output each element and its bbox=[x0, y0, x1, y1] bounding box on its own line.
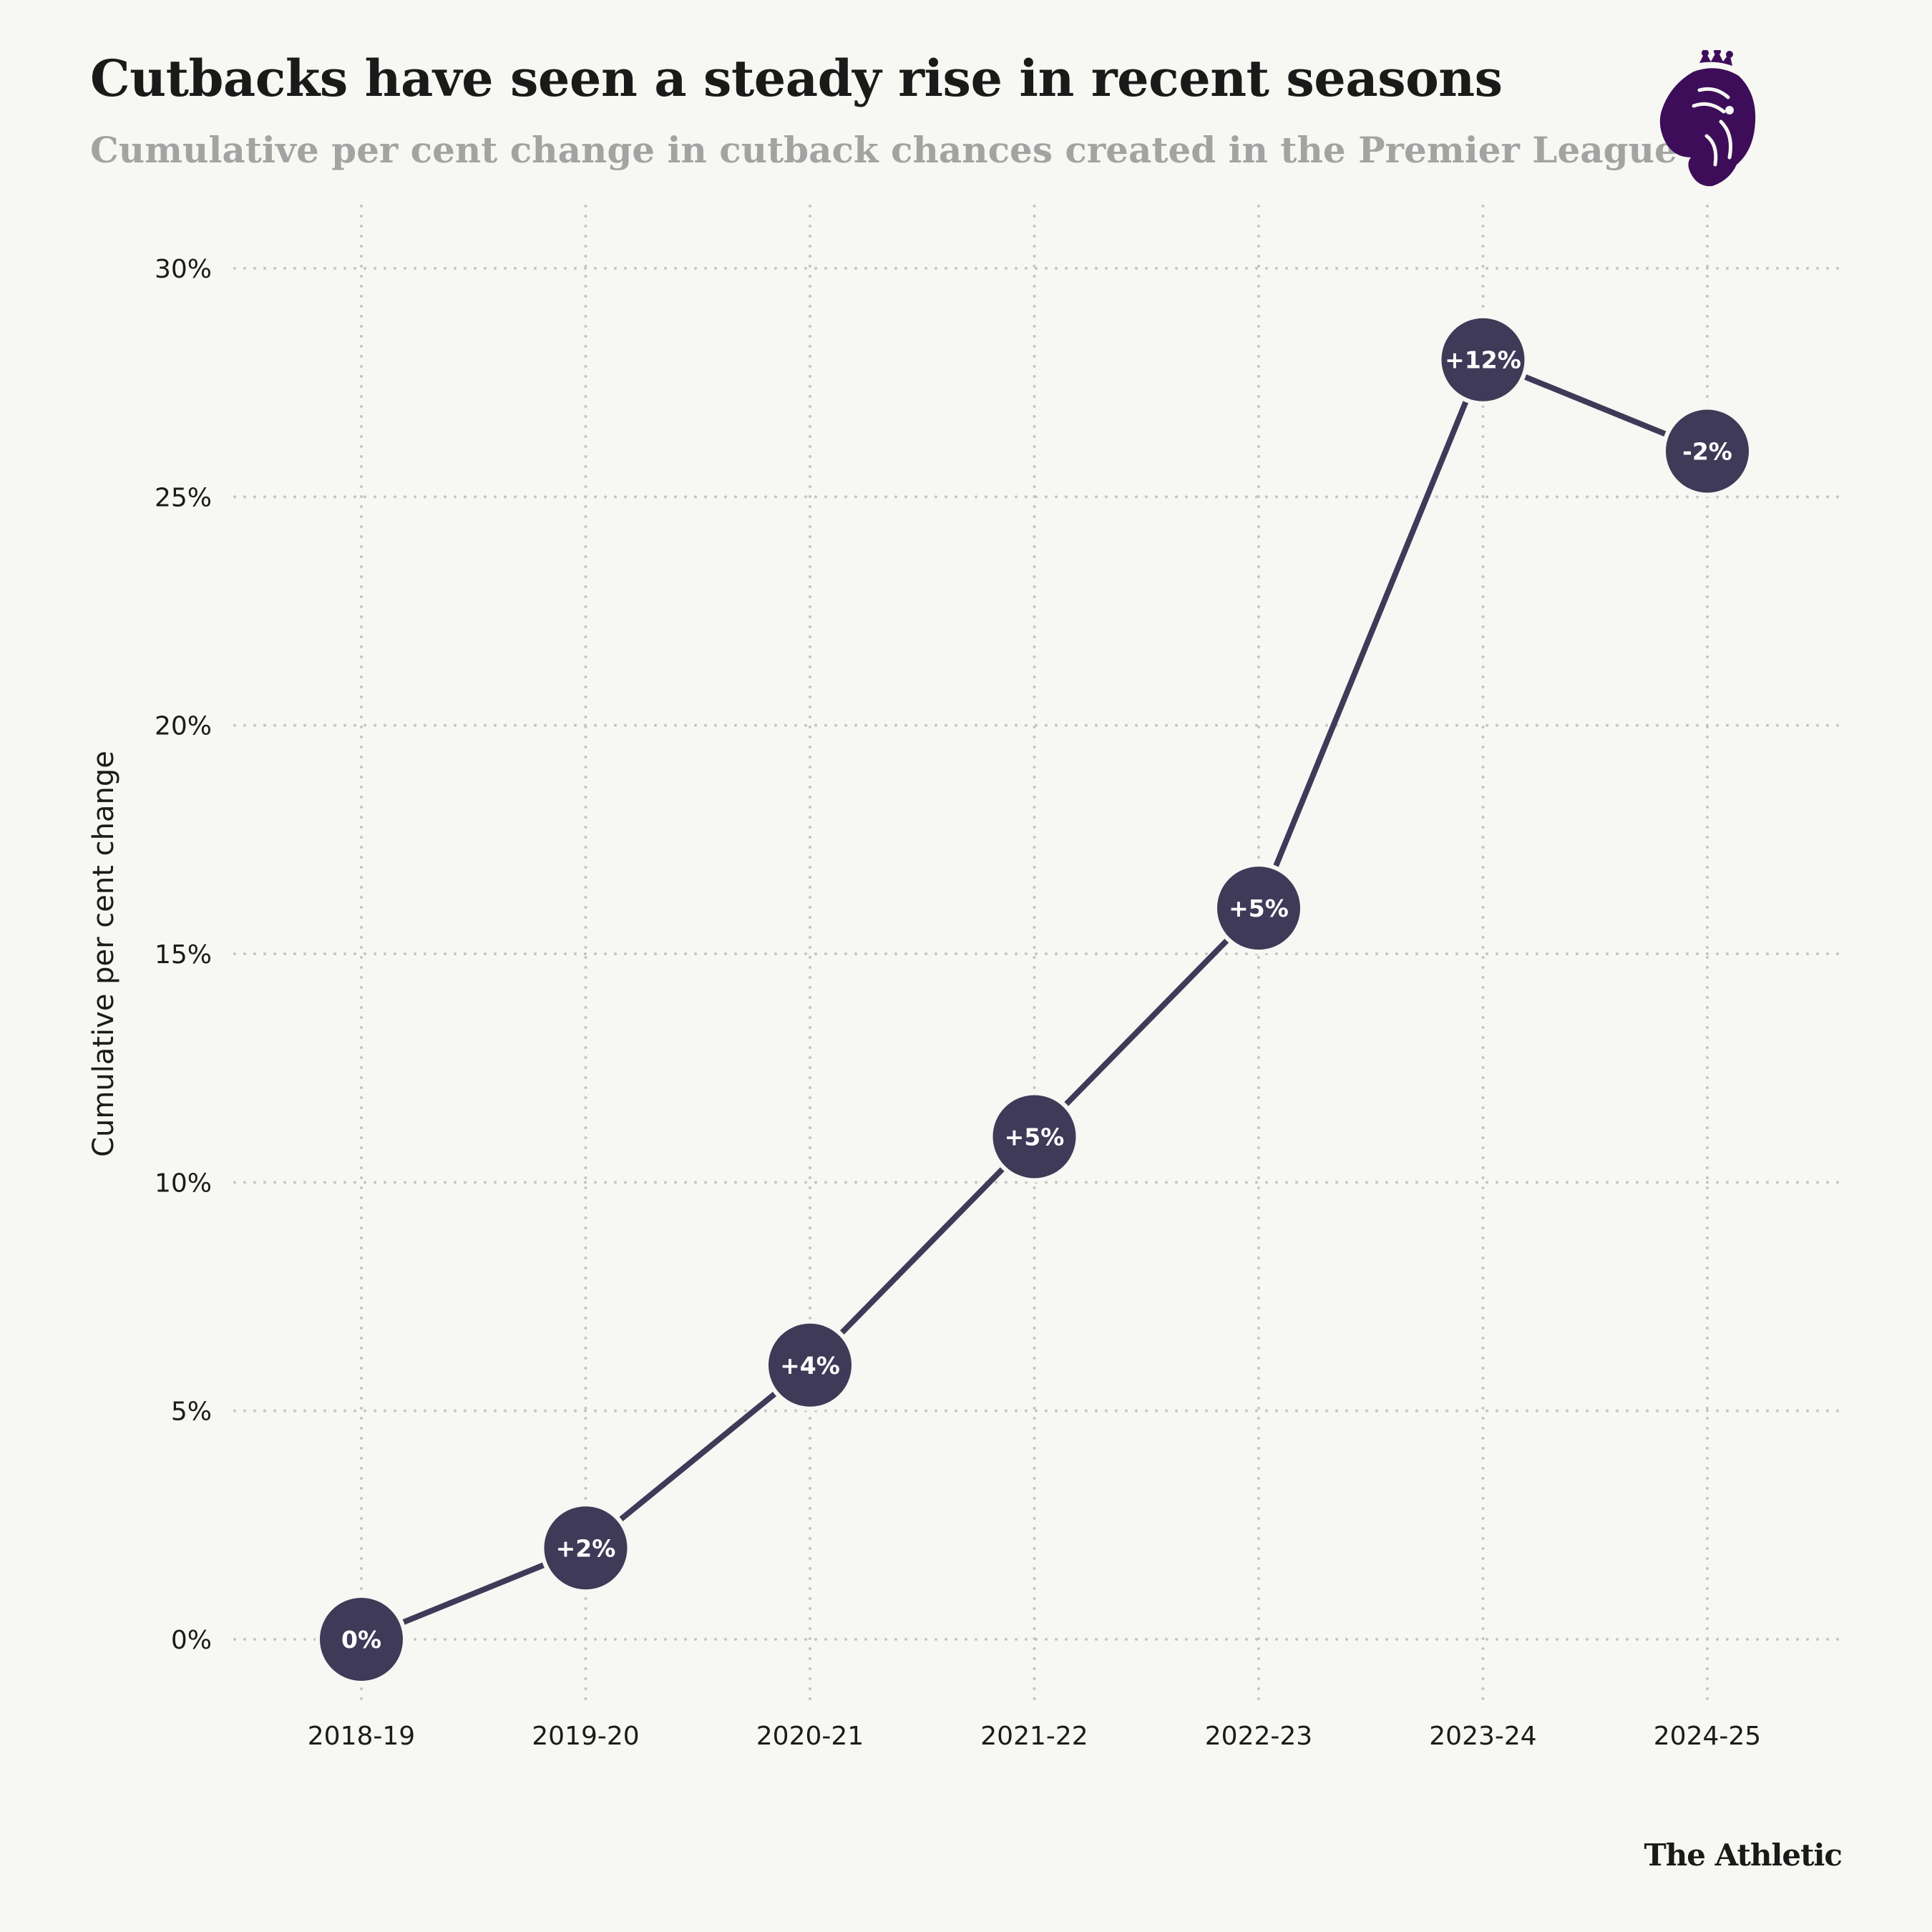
y-tick-label: 5% bbox=[171, 1397, 212, 1427]
data-label: +5% bbox=[1229, 894, 1289, 922]
y-tick-label: 10% bbox=[155, 1169, 212, 1198]
chart-title: Cutbacks have seen a steady rise in rece… bbox=[90, 49, 1503, 108]
data-point bbox=[992, 1095, 1076, 1179]
data-point bbox=[769, 1323, 852, 1407]
data-label: +5% bbox=[1005, 1123, 1065, 1151]
y-tick-label: 15% bbox=[155, 940, 212, 970]
y-tick-label: 25% bbox=[155, 483, 212, 512]
premier-league-lion-icon bbox=[1659, 50, 1756, 187]
x-tick-label: 2020-21 bbox=[756, 1722, 864, 1751]
y-tick-label: 0% bbox=[171, 1626, 212, 1655]
x-tick-label: 2022-23 bbox=[1205, 1722, 1312, 1751]
data-label: +2% bbox=[556, 1534, 616, 1562]
x-tick-label: 2018-19 bbox=[308, 1722, 415, 1751]
data-point bbox=[544, 1506, 628, 1590]
data-label: -2% bbox=[1682, 437, 1732, 465]
x-tick-label: 2019-20 bbox=[532, 1722, 639, 1751]
y-tick-label: 30% bbox=[155, 255, 212, 284]
x-tick-label: 2021-22 bbox=[980, 1722, 1088, 1751]
data-label: +12% bbox=[1445, 346, 1521, 374]
data-point bbox=[1666, 409, 1749, 493]
axis-labels: 0% 5% 10% 15% 20% 25% 30% 2018-19 2019-20 2020-21… bbox=[155, 255, 1761, 1751]
data-point bbox=[1441, 318, 1525, 401]
data-points: 0% +2% +4% +5% +5% +12% -2% bbox=[316, 313, 1753, 1685]
chart-subtitle: Cumulative per cent change in cutback ch… bbox=[90, 129, 1677, 171]
grid-lines bbox=[233, 205, 1840, 1701]
data-label: +4% bbox=[780, 1352, 840, 1380]
brand-logo-text: The Athletic bbox=[1644, 1838, 1843, 1873]
x-tick-label: 2023-24 bbox=[1429, 1722, 1536, 1751]
data-point bbox=[320, 1598, 403, 1681]
data-label: 0% bbox=[341, 1626, 381, 1654]
data-point bbox=[1217, 867, 1300, 950]
x-tick-label: 2024-25 bbox=[1654, 1722, 1761, 1751]
y-tick-label: 20% bbox=[155, 712, 212, 741]
